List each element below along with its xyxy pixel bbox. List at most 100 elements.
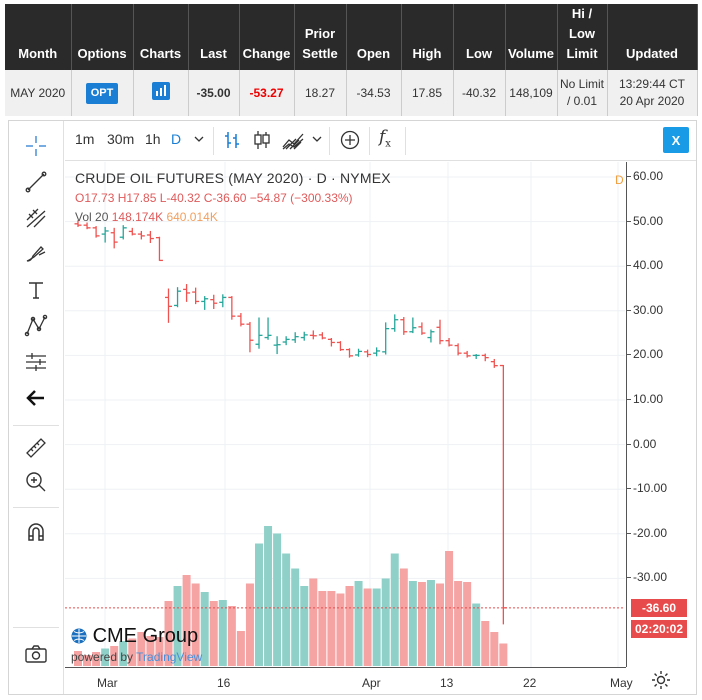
limit-cell: No Limit / 0.01 [557, 70, 608, 116]
volume-bar [472, 603, 481, 666]
month-cell: MAY 2020 [5, 70, 72, 116]
price-chart[interactable] [65, 162, 625, 667]
volume-bar [417, 582, 426, 666]
quote-header-row: Month Options Charts Last Change Prior S… [5, 4, 698, 70]
volume-bar [101, 648, 110, 666]
ohlc-bar [155, 236, 163, 262]
indicators-icon[interactable]: fx [379, 127, 391, 150]
ohlc-bar [463, 350, 471, 358]
volume-bar [155, 637, 164, 666]
volume-bar [209, 601, 218, 666]
volume-bar [255, 543, 263, 666]
volume-bar [218, 600, 227, 666]
dividend-marker: D [615, 173, 624, 187]
logo-text: CME Group [92, 625, 199, 647]
volume-bar [481, 621, 490, 666]
indicators-label: f [379, 127, 386, 147]
ohlc-bar [309, 330, 317, 340]
prior-settle-cell: 18.27 [294, 70, 347, 116]
ohlc-bar [146, 230, 154, 244]
logo-name: CME Group [71, 625, 202, 648]
ohlc-bar [391, 314, 399, 332]
text-icon[interactable] [23, 277, 49, 303]
toolbar-divider [13, 627, 59, 628]
ohlc-bar [291, 332, 299, 343]
camera-icon[interactable] [23, 641, 49, 667]
pattern-icon[interactable] [23, 313, 49, 339]
price-tick-label: -30.00 [626, 570, 668, 585]
toolbar-divider [13, 425, 59, 426]
ohlc-bar [228, 296, 236, 320]
chevron-down-icon[interactable] [193, 129, 205, 152]
ohlc-bar [282, 336, 290, 346]
ohlc-bars [74, 220, 507, 625]
volume-bar [445, 551, 454, 666]
volume-bar [390, 553, 399, 666]
volume-bar [200, 592, 209, 666]
add-compare-icon[interactable] [339, 129, 361, 154]
price-tick-label: 40.00 [626, 258, 664, 273]
crosshair-icon[interactable] [23, 133, 49, 159]
ohlc-bar [237, 313, 245, 327]
pitchfork-icon[interactable] [23, 205, 49, 231]
trend-line-icon[interactable] [23, 169, 49, 195]
price-axis[interactable]: 60.00 50.00 40.00 30.00 20.00 10.00 0.00 -10.00… [626, 162, 696, 667]
volume-bar [499, 643, 508, 666]
interval-1m[interactable]: 1m [75, 131, 95, 147]
change-cell: -53.27 [239, 70, 295, 116]
quote-row: MAY 2020 OPT -35.00 -53.27 18.27 -34.53 … [5, 70, 698, 116]
volume-bar [336, 593, 345, 666]
cme-logo[interactable]: CME Group powered by TradingView [71, 625, 202, 664]
ohlc-bar [192, 287, 200, 305]
ohlc-bar [273, 336, 281, 355]
volume-bar [345, 586, 354, 666]
measure-icon[interactable] [23, 349, 49, 375]
powered-by-label: powered by [71, 650, 134, 664]
time-tick-label: 22 [523, 676, 537, 690]
charts-cell [133, 70, 189, 116]
time-axis[interactable]: Mar 16 Apr 13 22 May [65, 667, 633, 694]
interval-1h[interactable]: 1h [145, 131, 161, 147]
ohlc-bar [436, 319, 444, 345]
col-charts-header: Charts [133, 4, 189, 70]
volume-bar [282, 553, 291, 666]
tradingview-link[interactable]: TradingView [136, 650, 203, 664]
updated-cell: 13:29:44 CT 20 Apr 2020 [607, 70, 698, 116]
brush-icon[interactable] [23, 241, 49, 267]
bars-style-icon[interactable] [221, 129, 243, 154]
volume-cell: 148,109 [505, 70, 558, 116]
back-arrow-icon[interactable] [23, 385, 49, 411]
volume-bar [245, 583, 254, 666]
updated-time: 13:29:44 CT [618, 77, 686, 91]
chevron-down-icon[interactable] [311, 129, 323, 152]
ohlc-bar [300, 331, 308, 341]
volume-bar [119, 641, 128, 666]
col-options-header: Options [71, 4, 134, 70]
ohlc-bar [400, 317, 408, 335]
volume-bar [291, 568, 300, 666]
zoom-in-icon[interactable] [23, 469, 49, 495]
gear-icon[interactable] [649, 668, 673, 692]
countdown-label: 02:20:02 [631, 619, 687, 638]
interval-d[interactable]: D [171, 131, 182, 147]
price-tick-label: 0.00 [626, 436, 657, 451]
volume-bar [182, 575, 191, 666]
ruler-icon[interactable] [23, 435, 49, 461]
col-high-header: High [401, 4, 454, 70]
bar-chart-icon[interactable] [151, 81, 170, 100]
powered-by: powered by TradingView [71, 650, 202, 664]
price-tick-label: 10.00 [626, 392, 664, 406]
candles-style-icon[interactable] [251, 129, 273, 154]
opt-button[interactable]: OPT [85, 82, 119, 104]
high-cell: 17.85 [401, 70, 454, 116]
volume-bar [454, 581, 463, 666]
col-last-header: Last [188, 4, 240, 70]
ohlc-bar [165, 288, 172, 323]
interval-30m[interactable]: 30m [107, 131, 135, 147]
magnet-icon[interactable] [23, 519, 49, 545]
drawing-toolbar [9, 121, 64, 694]
area-style-icon[interactable] [281, 129, 305, 154]
time-tick-label: 16 [217, 676, 231, 690]
close-button[interactable]: X [663, 127, 689, 153]
ohlc-bar [346, 348, 353, 358]
